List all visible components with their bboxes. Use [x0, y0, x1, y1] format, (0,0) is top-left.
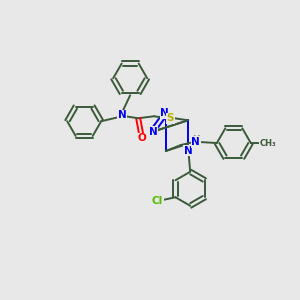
Text: N: N: [184, 146, 193, 156]
Text: N: N: [148, 127, 158, 137]
Text: N: N: [191, 137, 200, 147]
Text: O: O: [138, 133, 147, 143]
Text: H: H: [192, 134, 200, 143]
Text: N: N: [160, 108, 169, 118]
Text: Cl: Cl: [152, 196, 163, 206]
Text: CH₃: CH₃: [260, 139, 276, 148]
Text: S: S: [167, 113, 174, 123]
Text: N: N: [118, 110, 127, 120]
